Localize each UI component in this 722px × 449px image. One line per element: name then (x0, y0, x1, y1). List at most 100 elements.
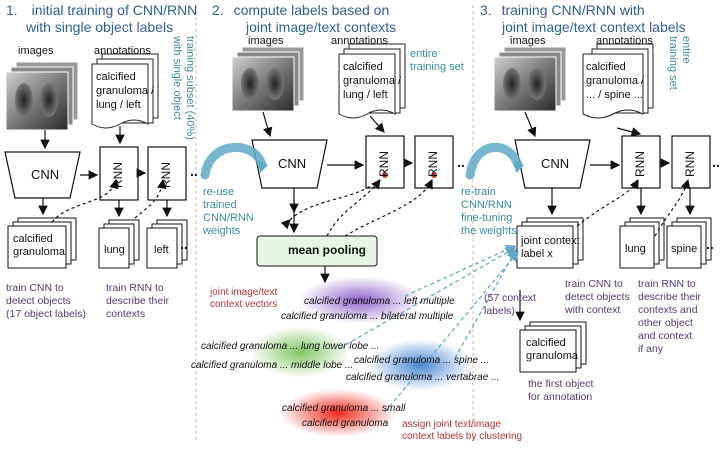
s3-train-rnn-line: other object (638, 317, 693, 329)
annotations-label-1: annotations (94, 45, 151, 57)
annotations-label-3: annotations (596, 35, 653, 47)
s3-cnn-output-line: calcified (526, 337, 566, 349)
step1-number: 1. (6, 2, 18, 18)
cluster-text: calcified granuloma ... small (282, 403, 406, 414)
s1-train-rnn-line: contexts (106, 308, 146, 320)
ellipsis-2: .. (457, 154, 465, 170)
images-label-3: images (510, 35, 546, 47)
annotation-doc-2-line: calcified (343, 61, 383, 73)
s3-rnn-output-lung: lung (625, 243, 646, 255)
joint-vectors-line: context vectors (210, 299, 278, 310)
s3-joint-label: joint context label x (521, 235, 580, 261)
annotations-label-2: annotations (331, 35, 388, 47)
s3-train-rnn-line: train RNN to (638, 278, 696, 290)
s3-context-count-line: (57 context (484, 292, 536, 304)
retrain-line: re-train (461, 186, 496, 198)
cluster-text: calcified granuloma ... spine ... (354, 355, 490, 366)
retrain-line: fine-tuning (461, 212, 513, 224)
s3-rnn-output-spine: spine (671, 243, 698, 255)
s3-train-rnn-line: describe their (638, 291, 702, 303)
annotation-doc-2-line: lung / left (343, 89, 388, 101)
annotation-doc-3: calcified granuloma / ... / spine ... (586, 60, 644, 102)
s3-train-rnn-line: and context (638, 330, 693, 342)
entire-line2: training set (410, 61, 464, 73)
cluster-text: calcified granuloma (302, 418, 389, 429)
step1-title-line2: with single object labels (26, 19, 174, 35)
entire-line1: entire (410, 48, 438, 60)
annotation-doc-1: calcified granuloma / lung / left (96, 70, 154, 112)
step3-title-line2: joint image/text context labels (502, 19, 686, 35)
rnn-label: RNN (377, 151, 391, 177)
s3-first-object-line: for annotation (528, 391, 593, 403)
reuse-line: CNN/RNN (203, 212, 254, 224)
reuse-note: re-use trained CNN/RNN weights (203, 186, 254, 238)
rnn-label: RNN (111, 162, 125, 188)
rnn-label: RNN (426, 151, 440, 177)
retrain-note: re-train CNN/RNN fine-tuning the weights (461, 186, 517, 238)
images-label-1: images (18, 45, 54, 57)
reuse-line: re-use (203, 186, 235, 198)
cnn-label-3: CNN (541, 156, 570, 171)
step1-title: 1. initial training of CNN/RNN (6, 2, 197, 18)
cnn-label-1: CNN (31, 167, 60, 182)
xray-stack-1 (5, 61, 79, 131)
s1-train-rnn-note: train RNN to describe their contexts (106, 282, 169, 321)
annotation-doc-3-line: calcified (586, 61, 626, 73)
assign-note: assign joint text/image context labels b… (402, 419, 522, 443)
s3-first-object-line: the first object (528, 378, 594, 390)
s3-joint-label-line: label x (521, 248, 553, 260)
images-label-2: images (248, 35, 284, 47)
s1-train-cnn-line: train CNN to (6, 282, 64, 294)
s3-train-cnn-line: train CNN to (565, 278, 623, 290)
cluster-text: calcified granuloma ... left multiple (304, 296, 455, 307)
entire3-line2: training set (667, 36, 679, 90)
s1-train-rnn-line: describe their (106, 295, 170, 307)
s1-cnn-output: calcified granuloma (13, 233, 65, 259)
s3-train-rnn-line: contexts and (638, 304, 698, 316)
annotation-doc-1-line: calcified (96, 71, 136, 83)
xray-stack-2 (231, 46, 305, 112)
cluster-text: calcified granuloma ... vertabrae ... (346, 372, 500, 383)
cluster-text: calcified granuloma ... bilateral multip… (281, 311, 454, 322)
ellipsis-1: .. (190, 163, 198, 179)
retrain-line: the weights (461, 225, 517, 237)
annotation-doc-2: calcified granuloma / lung / left (343, 60, 401, 102)
step3-number: 3. (480, 2, 492, 18)
entire-training-note-3: entire training set (666, 36, 692, 90)
ellipsis-3: .. (712, 154, 720, 170)
step3-title: 3. training CNN/RNN with (480, 2, 645, 18)
s3-cnn-output: calcified granuloma (526, 337, 578, 363)
s1-train-cnn-line: detect objects (6, 295, 71, 307)
entire3-line1: entire (680, 36, 692, 64)
retrain-line: CNN/RNN (461, 199, 512, 211)
ellipsis-4: .. (180, 236, 188, 252)
assign-line: assign joint text/image (402, 419, 501, 430)
s3-train-cnn-note: train CNN to detect objects with context (565, 278, 630, 317)
rnn-label: RNN (683, 151, 697, 177)
entire-training-note-2: entire training set (410, 48, 464, 74)
joint-vectors-note: joint image/text context vectors (210, 287, 277, 311)
s1-train-rnn-line: train RNN to (106, 282, 164, 294)
step2-number: 2. (212, 2, 224, 18)
ellipsis-5: .. (706, 236, 714, 252)
step3-title-line1: training CNN/RNN with (501, 2, 645, 18)
s1-rnn-output-lung: lung (104, 244, 125, 256)
annotation-doc-2-line: granuloma / (343, 75, 402, 87)
rnn-label: RNN (633, 151, 647, 177)
reuse-line: weights (203, 225, 241, 237)
cluster-text: calcified granuloma ... middle lobe ... (191, 360, 354, 371)
step2-title-line2: joint image/text contexts (246, 19, 397, 35)
joint-vectors-line: joint image/text (210, 287, 278, 298)
rnn-label: RNN (159, 162, 173, 188)
s1-rnn-output-left: left (154, 244, 169, 256)
s3-train-rnn-line: if any (638, 343, 664, 355)
s3-train-cnn-line: detect objects (565, 291, 630, 303)
s3-cnn-output-line: granuloma (526, 350, 578, 362)
s1-train-cnn-line: (17 object labels) (6, 308, 86, 320)
step2-title: 2. compute labels based on (212, 2, 389, 18)
reuse-line: trained (203, 199, 237, 211)
cluster-text: calcified granuloma ... lung lower lobe … (201, 341, 380, 352)
annotation-doc-1-line: lung / left (96, 99, 141, 111)
